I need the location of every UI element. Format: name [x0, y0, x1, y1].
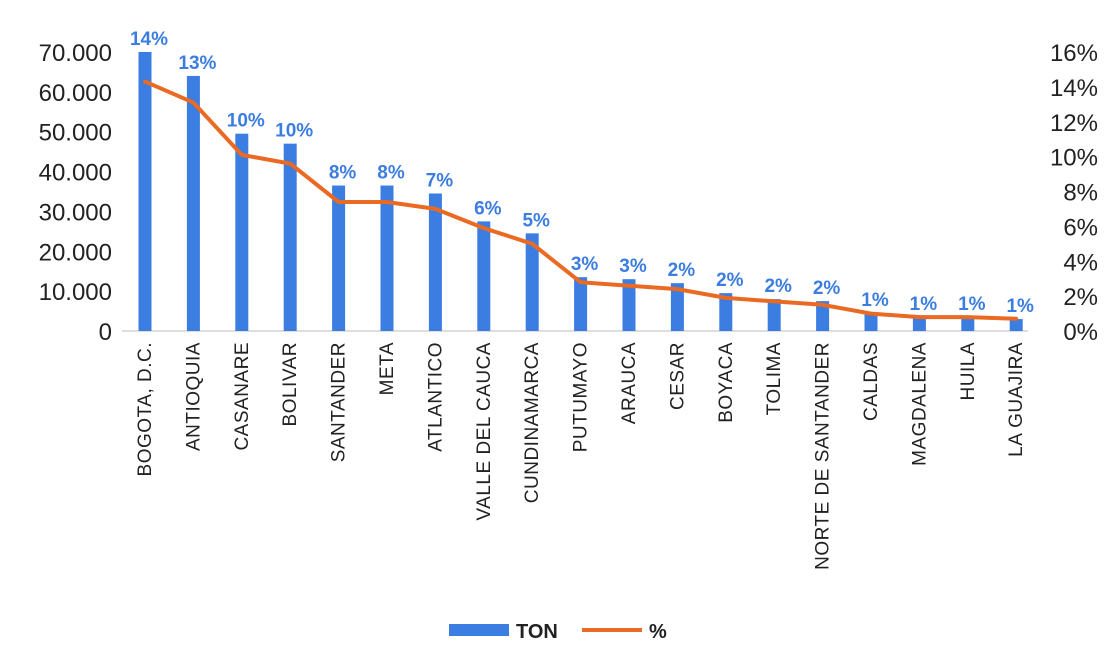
category-label: CESAR	[667, 342, 688, 410]
category-label: ANTIOQUIA	[183, 342, 204, 451]
bar	[477, 221, 491, 331]
left-tick-label: 50.000	[39, 120, 112, 147]
right-tick-label: 14%	[1050, 75, 1098, 102]
data-label: 2%	[813, 278, 841, 299]
category-label: ARAUCA	[619, 342, 640, 424]
right-axis-ticks: 0% 2% 4% 6% 8% 10% 12% 14% 16%	[1050, 40, 1098, 346]
data-label: 2%	[668, 260, 696, 281]
bar	[622, 279, 636, 331]
category-label: HUILA	[958, 342, 979, 400]
bar	[380, 185, 394, 331]
data-label: 1%	[958, 294, 986, 315]
category-label: MAGDALENA	[909, 342, 930, 466]
bar	[525, 233, 539, 331]
bar	[670, 283, 684, 331]
right-tick-label: 16%	[1050, 40, 1098, 67]
bar-series-ton	[138, 52, 1023, 332]
left-tick-label: 60.000	[39, 80, 112, 107]
bar	[816, 301, 830, 331]
category-label: BOLIVAR	[280, 342, 301, 426]
category-label: LA GUAJIRA	[1006, 342, 1027, 457]
legend-label-percent: %	[649, 621, 667, 643]
left-tick-label: 10.000	[39, 279, 112, 306]
data-label: 2%	[716, 270, 744, 291]
category-label: PUTUMAYO	[571, 342, 592, 452]
left-axis-ticks: 0 10.000 20.000 30.000 40.000 50.000 60.000 70.…	[39, 40, 112, 346]
data-label: 1%	[861, 290, 889, 311]
left-tick-label: 30.000	[39, 199, 112, 226]
data-label: 2%	[764, 276, 792, 297]
bar	[1009, 319, 1023, 331]
bar	[332, 185, 346, 331]
bar	[961, 317, 975, 331]
right-tick-label: 8%	[1063, 180, 1098, 207]
bar	[235, 133, 249, 331]
data-label: 8%	[377, 163, 405, 184]
data-label: 3%	[571, 254, 599, 275]
left-tick-label: 40.000	[39, 160, 112, 187]
category-label: SANTANDER	[329, 342, 350, 462]
category-label: TOLIMA	[764, 342, 785, 415]
category-label: NORTE DE SANTANDER	[813, 342, 834, 570]
bar	[283, 143, 297, 331]
right-tick-label: 12%	[1050, 110, 1098, 137]
bar	[719, 293, 733, 331]
data-label: 6%	[474, 198, 502, 219]
right-tick-label: 2%	[1063, 284, 1098, 311]
data-labels: 14% 13% 10% 10% 8% 8% 7% 6% 5% 3% 3% 2% 2% 2% 2% 1% 1% 1%…	[130, 29, 1034, 317]
legend-swatch-ton	[449, 624, 509, 636]
bar	[138, 52, 152, 331]
legend: TON %	[449, 621, 667, 643]
data-label: 10%	[227, 111, 265, 132]
data-label: 10%	[275, 121, 313, 142]
data-label: 8%	[329, 163, 357, 184]
data-label: 3%	[619, 256, 647, 277]
data-label: 14%	[130, 29, 168, 50]
bar	[912, 317, 926, 331]
category-label: BOYACA	[716, 342, 737, 423]
data-label: 7%	[426, 170, 454, 191]
data-label: 13%	[178, 53, 216, 74]
category-label: CUNDINAMARCA	[522, 342, 543, 503]
category-label: CALDAS	[861, 342, 882, 421]
bar	[767, 299, 781, 331]
category-label: BOGOTA, D.C.	[135, 342, 156, 476]
data-label: 1%	[1006, 296, 1034, 317]
category-labels: BOGOTA, D.C. ANTIOQUIA CASANARE BOLIVAR SANT…	[135, 342, 1027, 570]
bar	[574, 277, 588, 331]
line-series-percent	[143, 79, 1019, 321]
right-tick-label: 6%	[1063, 214, 1098, 241]
category-label: ATLANTICO	[425, 342, 446, 452]
data-label: 5%	[522, 210, 550, 231]
right-tick-label: 10%	[1050, 145, 1098, 172]
right-tick-label: 4%	[1063, 249, 1098, 276]
bar	[186, 75, 200, 332]
bar	[864, 313, 878, 331]
category-label: VALLE DEL CAUCA	[474, 342, 495, 521]
bar	[428, 193, 442, 331]
legend-label-ton: TON	[516, 621, 558, 643]
category-label: CASANARE	[232, 342, 253, 451]
category-label: META	[377, 342, 398, 395]
left-tick-label: 20.000	[39, 239, 112, 266]
left-tick-label: 70.000	[39, 40, 112, 67]
data-label: 1%	[910, 294, 938, 315]
left-tick-label: 0	[99, 319, 112, 346]
right-tick-label: 0%	[1063, 319, 1098, 346]
